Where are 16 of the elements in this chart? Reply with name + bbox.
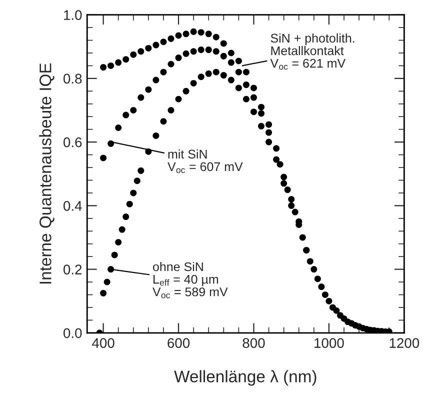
y-tick-label: 0.6: [64, 137, 82, 148]
y-tick-label: 1.0: [64, 10, 82, 20]
y-tick-label: 0.0: [64, 328, 82, 338]
y-tick-label: 0.4: [64, 201, 82, 211]
y-tick-label: 0.2: [64, 264, 82, 274]
x-tick-label: 1200: [390, 338, 420, 348]
annotation: ohne SiN L$_{eff}$ = 40 µm V$_{oc}$ = 589 mV: [152, 262, 228, 298]
x-tick-label: 600: [168, 338, 190, 348]
x-tick-label: 400: [92, 338, 114, 348]
x-tick-label: 800: [242, 338, 265, 348]
x-tick-label: 1000: [314, 338, 344, 348]
y-axis-title: Interne Quantenausbeute IQE: [39, 63, 54, 284]
annotation: mit SiN V$_{oc}$ = 607 mV: [168, 149, 243, 174]
annotation: SiN + photolith. Metallkontakt V$_{oc}$ = 621 mV: [270, 33, 354, 70]
x-axis-title: Wellenlänge λ (nm): [174, 370, 316, 386]
y-tick-label: 0.8: [64, 74, 82, 84]
